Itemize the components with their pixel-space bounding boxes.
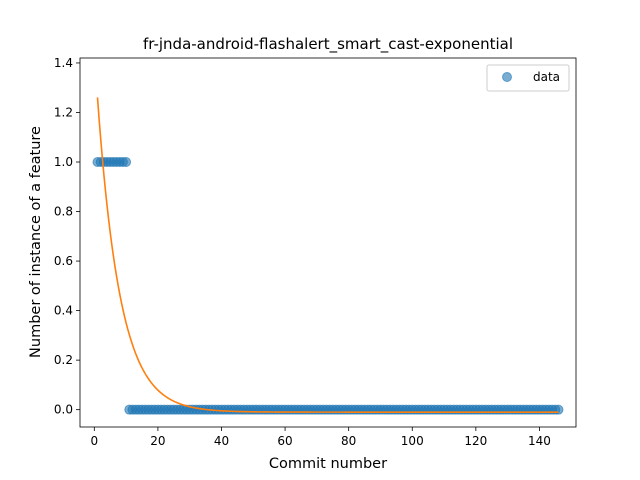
- y-axis-ticks: 0.0 0.2 0.4 0.6 0.8 1.0 1.2 1.4: [54, 56, 80, 417]
- plot-background: [80, 58, 576, 427]
- x-tick-label: 60: [277, 434, 292, 448]
- x-tick-label: 120: [464, 434, 487, 448]
- y-tick-label: 0.0: [54, 403, 73, 417]
- plot-frame: [79, 57, 577, 428]
- y-tick-label: 1.0: [54, 155, 73, 169]
- x-tick-label: 0: [90, 434, 98, 448]
- y-tick-label: 1.4: [54, 56, 73, 70]
- y-tick-label: 0.8: [54, 205, 73, 219]
- y-tick-label: 1.2: [54, 105, 73, 119]
- x-tick-label: 80: [341, 434, 356, 448]
- x-axis-ticks: 0 20 40 60 80 100 120 140: [90, 427, 551, 448]
- y-tick-label: 0.4: [54, 304, 73, 318]
- x-tick-label: 100: [401, 434, 424, 448]
- legend-label-data: data: [533, 70, 560, 84]
- x-tick-label: 40: [214, 434, 229, 448]
- plot-area: [79, 57, 577, 428]
- legend-box: [486, 64, 570, 92]
- legend: data: [486, 64, 570, 92]
- x-axis-label: Commit number: [269, 456, 387, 472]
- legend-marker-data: [502, 72, 512, 82]
- chart-title: fr-jnda-android-flashalert_smart_cast-ex…: [143, 35, 513, 54]
- y-axis-label: Number of instance of a feature: [28, 126, 44, 358]
- y-tick-label: 0.6: [54, 254, 73, 268]
- y-tick-label: 0.2: [54, 353, 73, 367]
- x-tick-label: 140: [528, 434, 551, 448]
- x-tick-label: 20: [150, 434, 165, 448]
- fit-curve: [96, 97, 559, 413]
- data-point: [121, 157, 132, 168]
